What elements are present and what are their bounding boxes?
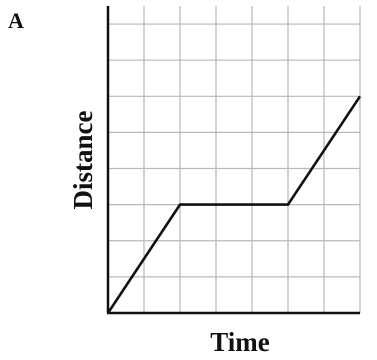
series-group — [106, 95, 362, 314]
y-axis-title: Distance — [68, 110, 98, 209]
panel-label: A — [8, 8, 24, 33]
grid — [108, 6, 361, 313]
axes — [106, 6, 360, 315]
series-line — [106, 95, 362, 314]
x-axis-title: Time — [210, 327, 270, 357]
